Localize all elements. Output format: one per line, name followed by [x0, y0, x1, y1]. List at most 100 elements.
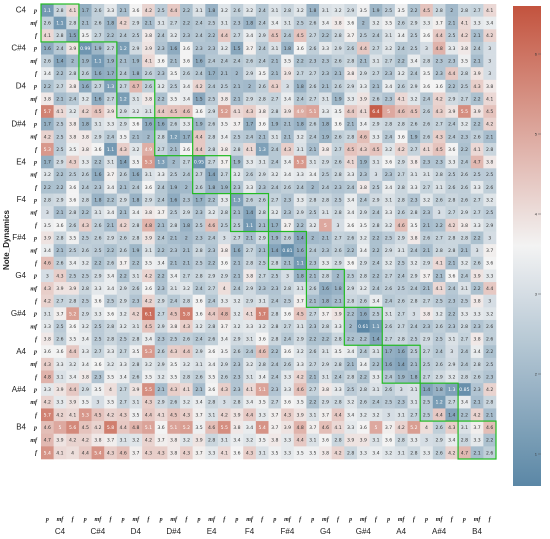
- heatmap-cell: [116, 105, 130, 119]
- cell-value-label: 2.6: [246, 172, 253, 178]
- heatmap-cell: [230, 4, 244, 17]
- cell-value-label: 2.9: [296, 337, 303, 343]
- cell-value-label: 4.6: [398, 109, 405, 115]
- cell-value-label: 3.2: [82, 261, 89, 267]
- cell-value-label: 2.7: [309, 33, 316, 39]
- cell-value-label: 3: [96, 400, 99, 406]
- cell-value-label: 3.2: [385, 46, 392, 52]
- cell-value-label: 4.3: [183, 412, 190, 418]
- cell-value-label: 2.3: [309, 324, 316, 330]
- cell-value-label: 4.1: [221, 450, 228, 456]
- heatmap-cell: [66, 4, 80, 17]
- cell-value-label: 2.4: [271, 147, 278, 153]
- cell-value-label: 2.1: [107, 223, 114, 229]
- heatmap-cell: [344, 67, 358, 81]
- cell-value-label: 2.5: [322, 172, 329, 178]
- cell-value-label: 2.5: [435, 299, 442, 305]
- cell-value-label: 1.3: [157, 160, 164, 166]
- cell-value-label: 3.1: [322, 8, 329, 14]
- heatmap-cell: [154, 29, 168, 43]
- heatmap-cell: [243, 117, 257, 131]
- cell-value-label: 3: [438, 210, 441, 216]
- cell-value-label: 3.6: [448, 147, 455, 153]
- y-tick-dynamic: mf: [30, 97, 38, 103]
- cell-value-label: 3.8: [69, 134, 76, 140]
- cell-value-label: 2.6: [334, 84, 341, 90]
- cell-value-label: 3.4: [69, 374, 76, 380]
- cell-value-label: 3.1: [372, 58, 379, 64]
- cell-value-label: 2.5: [94, 248, 101, 254]
- cell-value-label: 2.5: [461, 84, 468, 90]
- heatmap-cell: [154, 92, 168, 106]
- cell-value-label: 3.6: [69, 198, 76, 204]
- cell-value-label: 3.1: [461, 425, 468, 431]
- cell-value-label: 4.5: [170, 311, 177, 317]
- cell-value-label: 3.2: [296, 349, 303, 355]
- cell-value-label: 2.1: [119, 8, 126, 14]
- heatmap-cell: [104, 67, 118, 81]
- cell-value-label: 2.9: [246, 299, 253, 305]
- heatmap-cell: [116, 79, 130, 93]
- heatmap-cell: [41, 180, 54, 194]
- heatmap-cell: [217, 29, 231, 43]
- cell-value-label: 3.6: [132, 8, 139, 14]
- heatmap-cell: [243, 193, 257, 207]
- heatmap-cell: [180, 130, 193, 144]
- heatmap-cell: [53, 130, 67, 144]
- cell-value-label: 4.3: [170, 387, 177, 393]
- heatmap-cell: [91, 130, 105, 144]
- cell-value-label: 3.1: [284, 21, 291, 27]
- cell-value-label: 2.7: [119, 400, 126, 406]
- cell-value-label: 3.8: [170, 438, 177, 444]
- heatmap-cell: [180, 155, 193, 169]
- cell-value-label: 2.7: [233, 33, 240, 39]
- cell-value-label: 3.7: [246, 46, 253, 52]
- heatmap-cell: [356, 41, 370, 55]
- cell-value-label: 2.9: [208, 109, 215, 115]
- y-tick-dynamic: p: [33, 274, 37, 280]
- heatmap-cell: [116, 54, 130, 68]
- heatmap-cell: [369, 79, 383, 93]
- cell-value-label: 2.6: [309, 21, 316, 27]
- cell-value-label: 4.4: [69, 387, 76, 393]
- cell-value-label: 2.8: [360, 387, 367, 393]
- cell-value-label: 4.2: [145, 299, 152, 305]
- cell-value-label: 3: [387, 412, 390, 418]
- heatmap-cell: [382, 92, 396, 106]
- heatmap-cell: [192, 206, 206, 220]
- cell-value-label: 3.2: [296, 134, 303, 140]
- cell-value-label: 2.6: [69, 223, 76, 229]
- cell-value-label: 4.4: [183, 349, 190, 355]
- cell-value-label: 3.1: [322, 374, 329, 380]
- cell-value-label: 2.8: [221, 210, 228, 216]
- cell-value-label: 3: [425, 46, 428, 52]
- cell-value-label: 2.4: [271, 299, 278, 305]
- cell-value-label: 2.9: [157, 299, 164, 305]
- cell-value-label: 2.6: [145, 71, 152, 77]
- cell-value-label: 2.2: [208, 198, 215, 204]
- heatmap-cell: [180, 16, 193, 30]
- heatmap-cell: [369, 180, 383, 194]
- cell-value-label: 3.3: [107, 349, 114, 355]
- x-tick-note: F#4: [281, 527, 295, 536]
- cell-value-label: 2.5: [107, 299, 114, 305]
- cell-value-label: 4.5: [435, 147, 442, 153]
- cell-value-label: 4.2: [94, 425, 101, 431]
- heatmap-cell: [167, 155, 181, 169]
- x-tick-dynamic: f: [451, 517, 454, 523]
- y-tick-dynamic: f: [35, 451, 38, 457]
- cell-value-label: 3.6: [145, 185, 152, 191]
- cell-value-label: 2.6: [461, 198, 468, 204]
- cell-value-label: 2.9: [334, 46, 341, 52]
- cell-value-label: 2.9: [246, 286, 253, 292]
- heatmap-cell: [458, 105, 472, 119]
- y-tick-dynamic: f: [35, 299, 38, 305]
- cell-value-label: 3.8: [44, 96, 51, 102]
- cell-value-label: 3.7: [107, 172, 114, 178]
- heatmap-cell: [205, 180, 219, 194]
- cell-value-label: 2.4: [132, 185, 139, 191]
- cell-value-label: 2.8: [284, 286, 291, 292]
- cell-value-label: 4.8: [44, 374, 51, 380]
- cell-value-label: 3.2: [157, 84, 164, 90]
- y-tick-note: C#4: [11, 44, 26, 53]
